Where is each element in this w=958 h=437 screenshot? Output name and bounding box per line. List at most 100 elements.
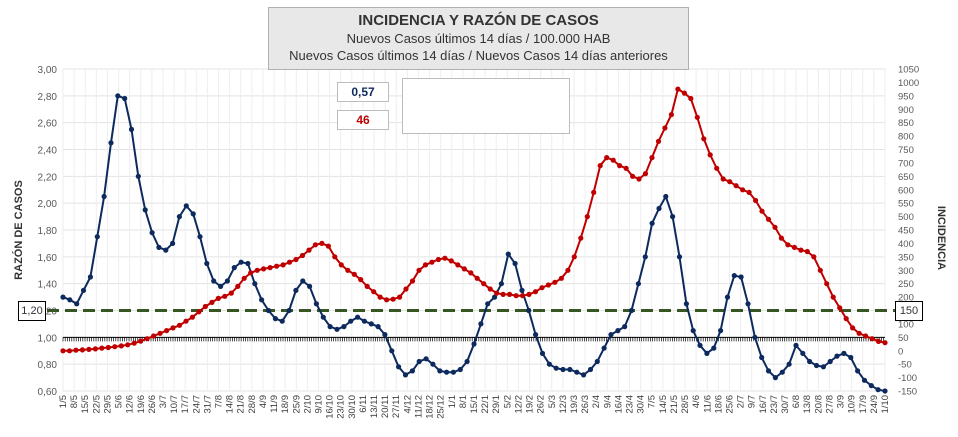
- data-point-razon-casos: [245, 260, 251, 267]
- data-point-incidencia: [701, 136, 707, 142]
- data-point-razon-casos: [238, 259, 244, 265]
- data-point-incidencia: [261, 266, 267, 272]
- data-point-incidencia: [215, 295, 221, 301]
- data-point-incidencia: [306, 247, 312, 253]
- data-point-incidencia: [513, 293, 519, 299]
- x-tick-label: 26/6: [147, 395, 158, 414]
- data-point-razon-casos: [546, 361, 553, 367]
- x-tick-label: 4/9: [258, 395, 269, 408]
- data-point-incidencia: [138, 338, 144, 344]
- x-tick-label: 12/6: [125, 395, 136, 414]
- data-point-incidencia: [435, 256, 441, 263]
- data-point-razon-casos: [807, 358, 813, 365]
- x-tick-label: 12/2: [513, 395, 524, 414]
- x-tick-label: 17/7: [180, 395, 191, 414]
- data-point-razon-casos: [389, 348, 395, 354]
- data-point-incidencia: [604, 155, 610, 161]
- x-tick-label: 11/12: [413, 395, 424, 418]
- data-point-razon-casos: [231, 265, 237, 271]
- data-point-incidencia: [688, 95, 694, 102]
- y-right-tick-label: 1000: [898, 78, 919, 89]
- data-point-incidencia: [319, 240, 325, 246]
- data-point-razon-casos: [765, 368, 772, 374]
- data-point-incidencia: [532, 289, 539, 295]
- data-point-incidencia: [630, 173, 636, 179]
- x-tick-label: 10/9: [847, 395, 858, 414]
- data-point-razon-casos: [300, 278, 306, 284]
- data-point-razon-casos: [622, 324, 628, 330]
- data-point-incidencia: [494, 290, 500, 296]
- y-right-tick-label: 700: [898, 158, 914, 169]
- x-tick-label: 28/8: [247, 395, 258, 414]
- data-point-razon-casos: [560, 366, 566, 373]
- data-point-incidencia: [416, 267, 422, 273]
- chart-title: INCIDENCIA Y RAZÓN DE CASOS: [358, 12, 599, 29]
- data-point-razon-casos: [718, 328, 724, 334]
- data-point-razon-casos: [416, 358, 422, 365]
- data-point-razon-casos: [224, 278, 230, 284]
- y-right-tick-label: 500: [898, 212, 914, 223]
- data-point-razon-casos: [485, 301, 491, 307]
- data-point-incidencia: [118, 343, 124, 349]
- data-point-razon-casos: [204, 260, 210, 267]
- data-point-incidencia: [351, 271, 357, 277]
- data-point-razon-casos: [492, 294, 498, 300]
- data-point-incidencia: [850, 325, 856, 331]
- data-point-incidencia: [500, 291, 506, 297]
- x-tick-label: 1/5: [58, 395, 69, 408]
- y-right-tick-label: 650: [898, 172, 914, 183]
- data-point-razon-casos: [642, 254, 648, 260]
- data-point-razon-casos: [752, 334, 758, 340]
- data-point-incidencia: [863, 333, 869, 339]
- data-point-incidencia: [164, 328, 170, 334]
- data-point-razon-casos: [259, 297, 265, 303]
- data-point-incidencia: [526, 291, 532, 297]
- data-point-incidencia: [668, 112, 675, 118]
- data-point-razon-casos: [670, 214, 676, 220]
- y-right-tick-label: 750: [898, 145, 914, 156]
- data-point-razon-casos: [759, 354, 765, 361]
- data-point-razon-casos: [279, 318, 285, 324]
- x-tick-label: 13/8: [802, 395, 813, 414]
- data-point-razon-casos: [293, 287, 299, 293]
- data-point-incidencia: [649, 155, 655, 161]
- x-tick-label: 18/6: [713, 395, 724, 414]
- reference-label-right: 150: [895, 301, 923, 321]
- y-right-tick-label: 400: [898, 239, 914, 250]
- data-point-incidencia: [856, 330, 862, 336]
- data-point-incidencia: [694, 114, 700, 120]
- data-point-razon-casos: [197, 234, 203, 240]
- x-tick-label: 14/8: [225, 395, 236, 414]
- data-point-razon-casos: [444, 369, 450, 375]
- data-point-incidencia: [552, 279, 558, 285]
- data-point-incidencia: [60, 348, 66, 354]
- data-point-razon-casos: [128, 126, 135, 132]
- data-point-incidencia: [785, 242, 791, 248]
- y-left-tick-label: 2,80: [38, 92, 58, 103]
- data-point-razon-casos: [594, 358, 600, 365]
- data-point-razon-casos: [697, 342, 703, 348]
- data-point-incidencia: [448, 258, 454, 264]
- data-point-razon-casos: [142, 207, 148, 213]
- data-point-incidencia: [338, 262, 344, 268]
- data-point-incidencia: [798, 247, 804, 253]
- data-point-razon-casos: [218, 283, 224, 289]
- data-point-incidencia: [429, 259, 435, 265]
- data-point-razon-casos: [211, 278, 217, 284]
- data-point-razon-casos: [848, 354, 854, 361]
- data-point-razon-casos: [80, 287, 87, 293]
- x-tick-label: 21/8: [236, 395, 247, 414]
- data-point-incidencia: [73, 347, 79, 353]
- x-tick-label: 10/7: [169, 395, 180, 414]
- data-point-incidencia: [740, 187, 746, 193]
- data-point-razon-casos: [724, 294, 731, 300]
- data-point-incidencia: [144, 336, 150, 342]
- x-tick-label: 27/11: [391, 395, 402, 418]
- data-point-razon-casos: [834, 353, 840, 359]
- data-point-razon-casos: [745, 301, 751, 307]
- x-tick-label: 5/3: [547, 395, 558, 408]
- data-point-incidencia: [176, 322, 183, 328]
- data-point-razon-casos: [656, 205, 662, 212]
- data-point-incidencia: [105, 344, 111, 351]
- legend: [402, 78, 570, 134]
